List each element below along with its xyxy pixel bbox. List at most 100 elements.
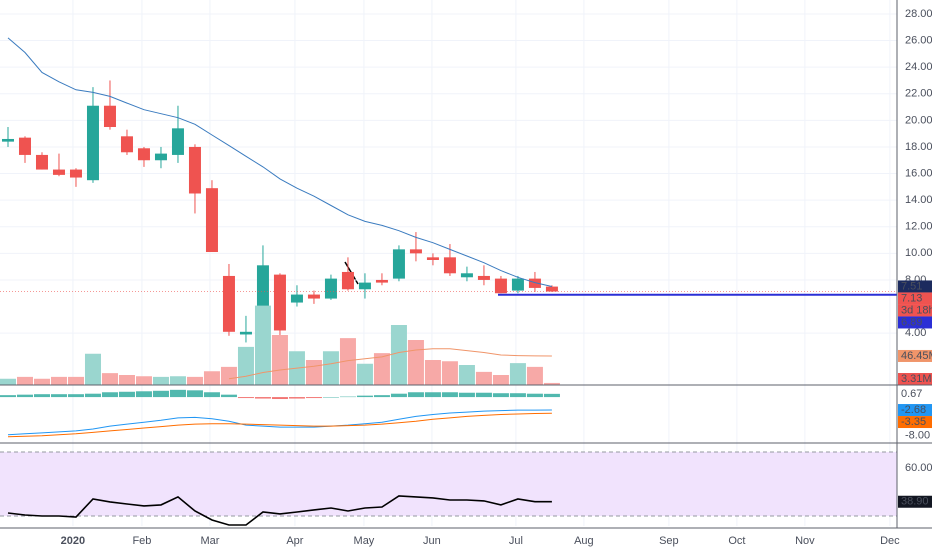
candle-body: [460, 273, 473, 278]
axis-label-box: [898, 280, 932, 293]
candle-body: [494, 278, 507, 294]
axis-label: 3d 18h: [901, 304, 932, 316]
candle-body: [1, 138, 14, 142]
y-tick-label: 60.00: [905, 462, 932, 474]
candle-body: [222, 275, 235, 332]
x-tick-label: Sep: [659, 535, 679, 547]
candle-body: [409, 249, 422, 254]
histogram-bar: [390, 393, 407, 398]
volume-bar: [390, 325, 407, 385]
histogram-bar: [543, 393, 560, 398]
histogram-bar: [84, 393, 101, 398]
candle-body: [426, 257, 439, 260]
y-tick-label: 12.00: [905, 221, 932, 233]
volume-bar: [186, 376, 203, 385]
candle-body: [307, 294, 320, 299]
histogram-bar: [271, 397, 288, 400]
candle-body: [86, 105, 99, 181]
x-tick-label: Jun: [423, 535, 441, 547]
axis-label-box: [898, 316, 932, 329]
candle-body: [324, 278, 337, 299]
candle-body: [188, 146, 201, 194]
histogram-bar: [407, 392, 424, 398]
candle-body: [545, 286, 558, 292]
candle-body: [52, 169, 65, 175]
candle-body: [69, 169, 82, 178]
volume-bar: [543, 382, 560, 385]
y-tick-label: 24.00: [905, 61, 932, 73]
histogram-bar: [492, 393, 509, 398]
candle-body: [171, 128, 184, 155]
macd-line: [7, 412, 552, 438]
candle-body: [375, 279, 388, 283]
candle-body: [358, 282, 371, 290]
axis-label-box: [898, 495, 932, 508]
rsi-band: [0, 451, 897, 516]
axis-label: 7.13: [901, 292, 922, 304]
candle-body: [35, 154, 48, 170]
axis-label-box: [898, 387, 932, 400]
y-tick-label: -8.00: [905, 430, 930, 442]
y-tick-label: 22.00: [905, 88, 932, 100]
volume-bar: [458, 365, 475, 385]
histogram-bar: [237, 397, 254, 399]
volume-bar: [0, 378, 16, 385]
axis-label-box: [898, 373, 932, 385]
histogram-bar: [118, 391, 135, 398]
volume-bar: [135, 376, 152, 385]
candle-body: [290, 294, 303, 303]
histogram-bar: [305, 397, 322, 399]
histogram-bar: [356, 395, 373, 398]
volume-bar: [492, 375, 509, 385]
histogram-bar: [50, 394, 67, 398]
histogram-bar: [203, 392, 220, 398]
volume-bar: [322, 351, 339, 385]
volume-bar: [101, 373, 118, 385]
x-tick-label: Feb: [132, 535, 151, 547]
macd-line: [7, 409, 552, 436]
y-tick-label: 4.00: [905, 327, 926, 339]
x-tick-label: Oct: [728, 535, 745, 547]
axis-label: 3.31M: [901, 373, 932, 385]
volume-bar: [441, 361, 458, 385]
x-tick-label: Dec: [880, 535, 900, 547]
histogram-bar: [288, 397, 305, 399]
candle-body: [137, 148, 150, 161]
x-tick-label: Apr: [286, 535, 303, 547]
volume-bar: [424, 360, 441, 385]
candle-body: [477, 275, 490, 280]
volume-bar: [118, 375, 135, 385]
y-tick-label: 20.00: [905, 114, 932, 126]
axis-label: 6.89: [901, 316, 922, 328]
histogram-bar: [152, 390, 169, 398]
histogram-bar: [16, 394, 33, 398]
y-tick-label: 18.00: [905, 141, 932, 153]
y-tick-label: 26.00: [905, 34, 932, 46]
histogram-bar: [169, 389, 186, 398]
volume-bar: [475, 371, 492, 385]
axis-label: 0.67: [901, 388, 922, 400]
histogram-bar: [101, 392, 118, 398]
volume-bar: [373, 353, 390, 385]
histogram-bar: [373, 395, 390, 398]
moving-average: [7, 37, 553, 287]
y-tick-label: 16.00: [905, 167, 932, 179]
y-tick-label: 28.00: [905, 8, 932, 20]
volume-bar: [509, 363, 526, 385]
histogram-bar: [67, 394, 84, 398]
histogram-bar: [220, 394, 237, 398]
y-tick-label: 10.00: [905, 247, 932, 259]
candle-body: [273, 274, 286, 331]
candle-body: [528, 278, 541, 288]
volume-bar: [271, 335, 288, 385]
histogram-bar: [254, 397, 271, 399]
histogram-bar: [475, 392, 492, 398]
volume-bar: [339, 338, 356, 385]
volume-bar: [33, 378, 50, 385]
candle-body: [154, 153, 167, 161]
axis-label-box: [898, 292, 932, 305]
volume-bar: [237, 346, 254, 385]
axis-label-box: [898, 404, 932, 417]
candle-body: [443, 257, 456, 274]
